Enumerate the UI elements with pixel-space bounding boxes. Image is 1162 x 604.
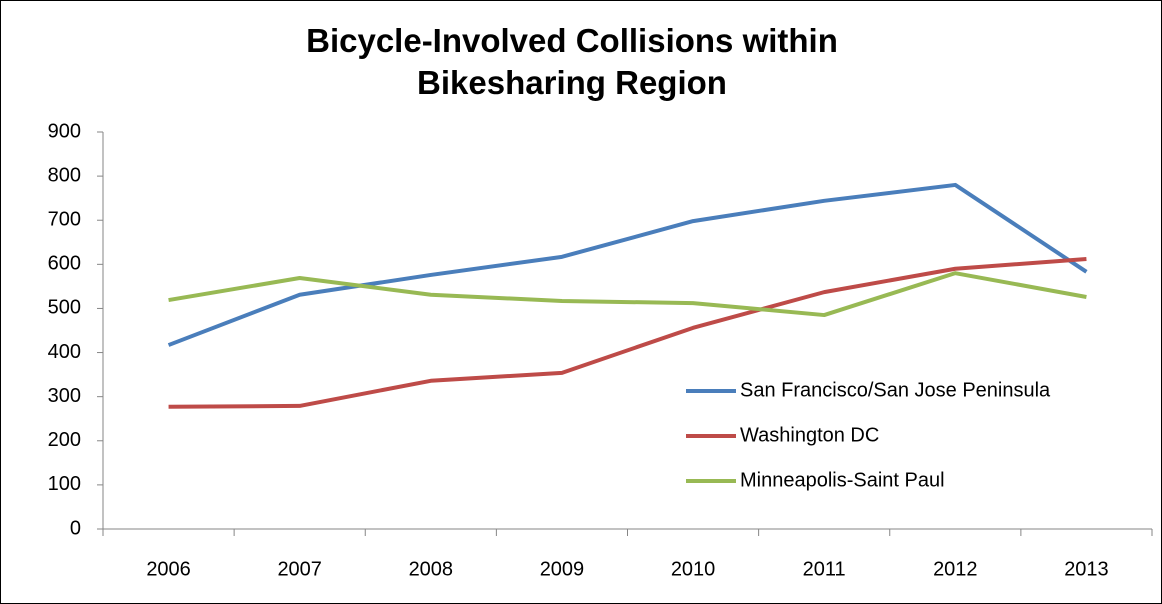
series-line <box>168 271 1087 318</box>
x-tick-label: 2011 <box>803 558 846 580</box>
series-line <box>168 257 1087 409</box>
y-tick-label: 300 <box>48 385 81 407</box>
legend-label: Washington DC <box>740 424 879 446</box>
y-tick-label: 700 <box>48 209 81 231</box>
x-tick-label: 2006 <box>146 558 191 580</box>
y-tick-label: 100 <box>48 473 81 495</box>
y-tick-label: 200 <box>48 429 81 451</box>
x-tick-label: 2010 <box>671 558 716 580</box>
y-tick-label: 800 <box>48 164 81 186</box>
legend-label: Minneapolis-Saint Paul <box>740 469 945 491</box>
legend-label: San Francisco/San Jose Peninsula <box>740 379 1051 401</box>
y-tick-label: 600 <box>48 253 81 275</box>
x-tick-label: 2008 <box>409 558 454 580</box>
x-tick-label: 2009 <box>540 558 585 580</box>
series-line <box>167 182 1088 347</box>
y-tick-label: 400 <box>48 341 81 363</box>
x-tick-label: 2013 <box>1064 558 1109 580</box>
y-tick-label: 900 <box>48 120 81 142</box>
x-tick-label: 2007 <box>277 558 322 580</box>
y-tick-label: 500 <box>48 297 81 319</box>
x-tick-label: 2012 <box>933 558 978 580</box>
y-tick-label: 0 <box>70 517 81 539</box>
chart-title: Bicycle-Involved Collisions within Bikes… <box>306 22 838 101</box>
